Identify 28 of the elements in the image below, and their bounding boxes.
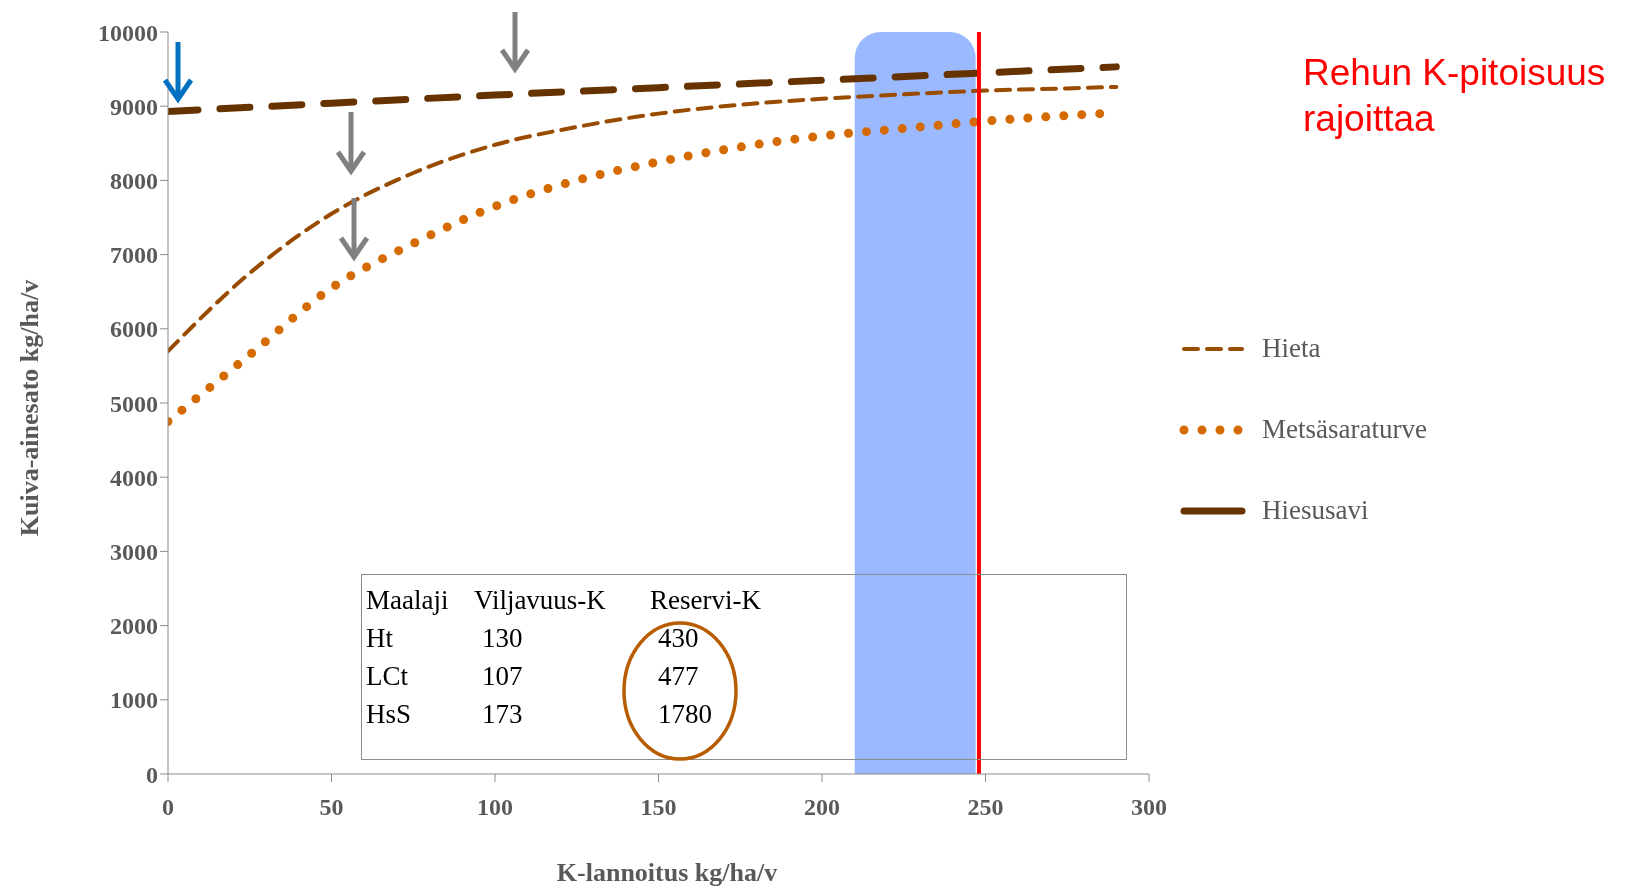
y-tick-label: 3000 [110,538,158,565]
y-tick-label: 9000 [110,93,158,120]
y-tick-label: 1000 [110,687,158,714]
y-tick-label: 8000 [110,167,158,194]
x-tick-label: 250 [967,794,1004,821]
y-tick-label: 5000 [110,390,158,417]
text: HsS 173 1780 [366,698,712,729]
y-tick-label: 6000 [110,316,158,343]
x-axis-title: K-lannoitus kg/ha/v [555,858,779,886]
legend-label: Hieta [1262,333,1321,364]
line-series [168,84,1119,354]
y-tick-label: 7000 [110,242,158,269]
x-tick-label: 150 [640,794,677,821]
x-tick-label: 100 [477,794,513,821]
text: Maalaji Viljavuus-K Reservi-K [366,584,761,615]
y-axis-title: Kuiva-ainesato kg/ha/v [15,279,45,537]
ref-line-label: Rehun K-pitoisuus rajoittaa [1303,51,1607,142]
x-tick-label: 300 [1131,794,1167,821]
y-tick-label: 4000 [110,464,158,491]
text: Ht 130 430 [366,622,699,653]
text: LCt 107 477 [366,660,699,691]
x-tick-label: 50 [319,794,344,821]
legend-label: Hiesusavi [1262,495,1369,526]
legend-label: Metsäsaraturve [1262,414,1427,445]
y-tick-label: 2000 [110,613,158,640]
y-tick-label: 10000 [98,19,158,46]
y-tick-label: 0 [146,761,158,788]
x-tick-label: 200 [804,794,840,821]
